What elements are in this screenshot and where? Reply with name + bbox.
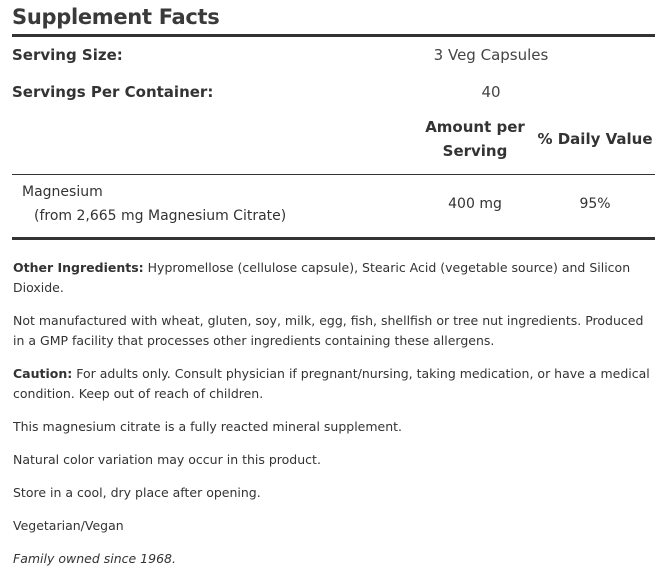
diet-statement: Vegetarian/Vegan [13,518,124,533]
supplement-facts-panel: Supplement Facts Serving Size: 3 Veg Cap… [12,0,655,240]
servings-per-container-row: Servings Per Container: 40 [12,74,655,111]
reacted-mineral-statement: This magnesium citrate is a fully reacte… [13,419,403,434]
panel-title: Supplement Facts [12,5,220,29]
divider-top [12,34,655,37]
family-statement: Family owned since 1968. [13,551,176,566]
divider-header [12,174,655,175]
serving-size-label: Serving Size: [12,46,123,64]
nutrient-source: (from 2,665 mg Magnesium Citrate) [34,208,287,224]
caution-statement: Caution: For adults only. Consult physic… [13,364,658,404]
color-variation-statement: Natural color variation may occur in thi… [13,452,321,467]
other-ingredients: Other Ingredients: Hypromellose (cellulo… [13,258,658,298]
daily-value-header: % Daily Value [537,130,653,148]
nutrient-row: Magnesium (from 2,665 mg Magnesium Citra… [12,175,655,237]
serving-size-value: 3 Veg Capsules [433,46,549,64]
caution-text: For adults only. Consult physician if pr… [13,366,650,401]
serving-size-row: Serving Size: 3 Veg Capsules [12,37,655,74]
servings-per-container-value: 40 [481,83,501,101]
other-ingredients-label: Other Ingredients: [13,260,144,275]
caution-label: Caution: [13,366,73,381]
servings-per-container-label: Servings Per Container: [12,83,214,101]
nutrient-name: Magnesium [22,184,103,200]
nutrient-daily-value: 95% [579,196,611,212]
other-ingredients-text: Hypromellose (cellulose capsule), Steari… [13,260,631,295]
product-notes: Other Ingredients: Hypromellose (cellulo… [13,258,658,582]
allergen-statement: Not manufactured with wheat, gluten, soy… [13,313,644,348]
divider-bottom [12,237,655,240]
nutrient-amount: 400 mg [448,196,502,212]
column-header-row: Amount per Serving % Daily Value [12,111,655,174]
storage-statement: Store in a cool, dry place after opening… [13,485,261,500]
amount-per-serving-header: Amount per Serving [425,118,525,160]
